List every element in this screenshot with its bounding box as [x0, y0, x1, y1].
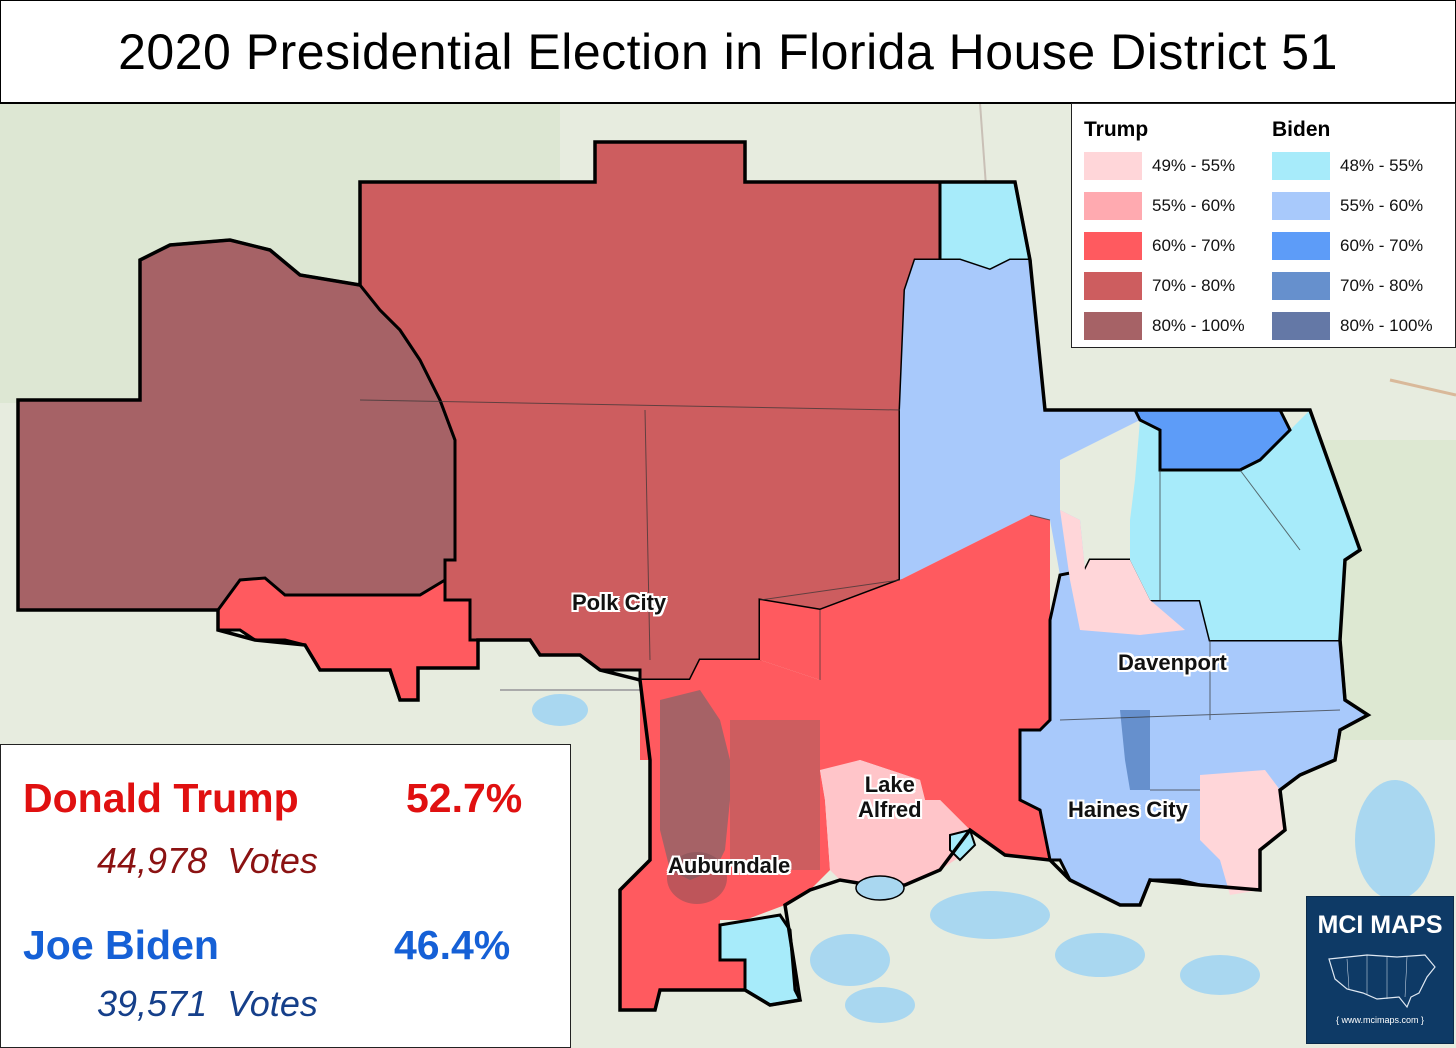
- lake-basemap: [1180, 955, 1260, 995]
- region-biden-55-60: [900, 260, 1140, 580]
- trump-legend-swatch: [1084, 152, 1142, 180]
- lake-basemap: [1355, 780, 1435, 900]
- biden-percent: 46.4%: [394, 922, 511, 968]
- biden-legend-swatch: [1272, 192, 1330, 220]
- biden-legend-label: 48% - 55%: [1340, 156, 1424, 175]
- biden-legend-swatch: [1272, 232, 1330, 260]
- biden-legend-label: 70% - 80%: [1340, 276, 1424, 295]
- biden-name: Joe Biden: [23, 922, 219, 968]
- region-biden-70-80: [1120, 710, 1150, 790]
- place-label-lake-alfred: Lake Alfred: [858, 772, 922, 823]
- trump-legend-row: 80% - 100%: [1084, 311, 1245, 341]
- region-trump-60-70: [760, 515, 1050, 860]
- logo-url: { www.mcimaps.com }: [1335, 1015, 1425, 1025]
- legend-biden-heading: Biden: [1272, 118, 1331, 141]
- biden-legend-row: 48% - 55%: [1272, 151, 1423, 181]
- place-label-davenport: Davenport: [1118, 650, 1227, 675]
- precinct-boundaries: [359, 399, 1341, 791]
- results-panel: Donald Trump 52.7% 44,978 Votes Joe Bide…: [0, 744, 571, 1048]
- trump-legend-row: 55% - 60%: [1084, 191, 1235, 221]
- biden-legend-row: 70% - 80%: [1272, 271, 1423, 301]
- trump-legend-row: 70% - 80%: [1084, 271, 1235, 301]
- district-outline: [16, 140, 1372, 1012]
- legend: Trump Biden 49% - 55% 55% - 60% 60% - 70% 7…: [1071, 103, 1456, 348]
- lake-basemap: [1055, 933, 1145, 977]
- region-trump-49-55: [1200, 770, 1285, 895]
- us-map-icon: [1328, 954, 1436, 1009]
- lake-basemap: [532, 694, 588, 726]
- trump-legend-swatch: [1084, 192, 1142, 220]
- lake-district: [855, 875, 905, 901]
- trump-percent: 52.7%: [406, 775, 523, 821]
- region-trump-70-80: [730, 720, 820, 870]
- lake-basemap: [810, 934, 890, 986]
- trump-legend-label: 80% - 100%: [1152, 316, 1245, 335]
- trump-name: Donald Trump: [23, 775, 299, 821]
- biden-legend-label: 55% - 60%: [1340, 196, 1424, 215]
- biden-legend-label: 80% - 100%: [1340, 316, 1433, 335]
- place-label-haines-city: Haines City: [1068, 797, 1188, 822]
- trump-votes: 44,978 Votes: [97, 840, 318, 881]
- biden-votes: 39,571 Votes: [97, 983, 318, 1024]
- trump-legend-row: 49% - 55%: [1084, 151, 1235, 181]
- place-label-polk-city: Polk City: [572, 590, 667, 615]
- region-trump-80-100: [660, 690, 730, 880]
- trump-legend-label: 70% - 80%: [1152, 276, 1236, 295]
- biden-legend-label: 60% - 70%: [1340, 236, 1424, 255]
- trump-legend-swatch: [1084, 232, 1142, 260]
- logo-title: MCI MAPS: [1317, 911, 1443, 939]
- trump-legend-swatch: [1084, 312, 1142, 340]
- biden-legend-swatch: [1272, 152, 1330, 180]
- trump-legend-label: 55% - 60%: [1152, 196, 1236, 215]
- biden-legend-row: 80% - 100%: [1272, 311, 1433, 341]
- mci-maps-logo: MCI MAPS { www.mcimaps.com }: [1306, 896, 1454, 1044]
- place-label-auburndale: Auburndale: [668, 853, 791, 878]
- region-trump-55-60: [820, 760, 970, 885]
- lake-basemap: [845, 987, 915, 1023]
- region-biden-48-55: [1130, 410, 1360, 640]
- biden-legend-swatch: [1272, 272, 1330, 300]
- trump-legend-row: 60% - 70%: [1084, 231, 1235, 261]
- map-title-bar: 2020 Presidential Election in Florida Ho…: [0, 0, 1456, 104]
- lake-basemap: [930, 891, 1050, 939]
- trump-legend-label: 60% - 70%: [1152, 236, 1236, 255]
- biden-legend-swatch: [1272, 312, 1330, 340]
- lake-district: [667, 852, 727, 904]
- region-trump-49-55: [1060, 510, 1185, 635]
- trump-legend-swatch: [1084, 272, 1142, 300]
- biden-legend-row: 55% - 60%: [1272, 191, 1423, 221]
- legend-trump-heading: Trump: [1084, 118, 1149, 141]
- biden-legend-row: 60% - 70%: [1272, 231, 1423, 261]
- trump-legend-label: 49% - 55%: [1152, 156, 1236, 175]
- map-title: 2020 Presidential Election in Florida Ho…: [118, 23, 1338, 80]
- region-biden-48-55: [949, 828, 977, 862]
- road: [1389, 378, 1456, 397]
